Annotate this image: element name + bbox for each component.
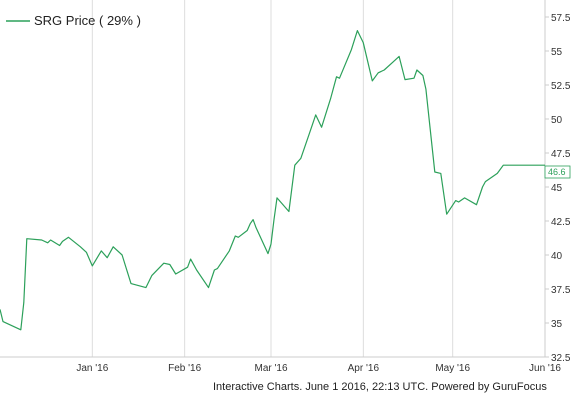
y-axis-ticks: 57.5 55 52.5 50 47.5 45 42.5 40 37.5 35 32.5 <box>545 13 571 364</box>
last-value-label: 46.6 <box>548 167 566 177</box>
x-tick-label: Feb '16 <box>168 363 201 374</box>
y-tick-label: 55 <box>551 47 563 58</box>
x-tick-label: Apr '16 <box>348 363 380 374</box>
y-tick-label: 47.5 <box>551 149 571 160</box>
footer-credit: Interactive Charts. June 1 2016, 22:13 U… <box>213 381 547 393</box>
x-tick-label: May '16 <box>435 363 470 374</box>
y-tick-label: 35 <box>551 319 563 330</box>
y-tick-label: 57.5 <box>551 13 571 24</box>
legend[interactable]: SRG Price ( 29% ) <box>6 13 141 28</box>
x-axis-ticks: Jan '16 Feb '16 Mar '16 Apr '16 May '16 Jun '… <box>76 363 561 374</box>
x-tick-label: Mar '16 <box>254 363 287 374</box>
y-tick-label: 32.5 <box>551 353 571 364</box>
legend-label: SRG Price ( 29% ) <box>34 13 141 28</box>
y-tick-label: 52.5 <box>551 81 571 92</box>
y-tick-label: 40 <box>551 251 563 262</box>
last-value-box <box>544 165 571 179</box>
series-line[interactable] <box>0 30 545 331</box>
x-tick-label: Jan '16 <box>76 363 108 374</box>
y-tick-label: 45 <box>551 183 563 194</box>
y-tick-label: 50 <box>551 115 563 126</box>
series-layer <box>0 30 545 331</box>
x-tick-label: Jun '16 <box>529 363 561 374</box>
y-tick-label: 42.5 <box>551 217 571 228</box>
last-value-badge: 46.6 <box>544 165 571 179</box>
y-tick-label: 37.5 <box>551 285 571 296</box>
